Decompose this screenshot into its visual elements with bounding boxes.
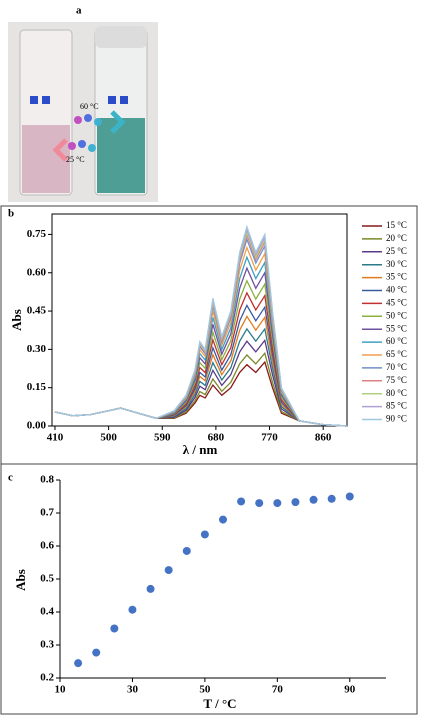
x-axis-label: λ / nm [183,442,218,457]
legend-label: 65 °C [386,349,407,359]
y-tick-label: 0.00 [27,420,47,432]
y-axis-label: Abs [9,309,24,331]
legend-label: 50 °C [386,310,407,320]
series-line [54,315,348,427]
legend-label: 90 °C [386,414,407,424]
y-tick-label: 0.45 [27,305,47,317]
series-line [54,224,348,427]
legend-label: 15 °C [386,220,407,230]
panel-label: c [8,472,13,484]
x-tick-label: 30 [127,684,139,696]
point [128,605,137,614]
marker [108,96,116,104]
series-line [54,360,348,427]
panel-label: b [8,208,14,220]
y-tick-label: 0.30 [27,343,47,355]
arrow [52,138,68,162]
marker [30,96,38,104]
legend-label: 70 °C [386,362,407,372]
series-line [54,279,348,427]
x-tick-label: 770 [261,432,278,444]
point [255,499,264,508]
point [273,499,282,508]
series-line [54,232,348,427]
plot-frame [51,213,348,427]
y-axis-label: Abs [13,569,28,591]
point [237,497,246,506]
series-line [54,303,348,427]
x-tick-label: 50 [199,684,211,696]
x-tick-label: 680 [208,432,225,444]
point [309,495,318,504]
annotation: 60 °C [80,102,99,111]
point [219,515,227,524]
point [291,498,300,507]
y-tick-label: 0.75 [27,228,47,240]
legend-label: 75 °C [386,375,407,385]
y-tick-label: 0.2 [40,672,54,684]
x-tick-label: 10 [55,684,67,696]
point [182,546,191,555]
point [164,566,173,575]
series-line [54,230,348,427]
x-tick-label: 500 [100,432,117,444]
point [327,494,336,503]
point [345,492,354,501]
legend-label: 45 °C [386,297,407,307]
legend-label: 35 °C [386,272,407,282]
x-tick-label: 590 [154,432,171,444]
legend-label: 30 °C [386,259,407,269]
x-tick-label: 70 [272,684,284,696]
y-tick-label: 0.4 [40,606,54,618]
arrow [110,110,126,134]
legend-label: 55 °C [386,323,407,333]
x-tick-label: 860 [315,432,332,444]
point [74,659,83,668]
point [92,648,101,657]
panel-label: a [76,5,82,17]
liquid [97,118,145,193]
photo: 60 °C 25 °C [8,22,158,202]
series-line [54,255,348,427]
series-line [54,237,348,427]
y-tick-label: 0.5 [40,573,54,585]
point [146,584,155,593]
panel-frame [0,463,418,715]
legend-label: 85 °C [386,401,407,411]
y-tick-label: 0.6 [40,540,54,552]
y-tick-label: 0.7 [40,507,54,519]
legend-label: 25 °C [386,246,407,256]
y-tick-label: 0.3 [40,639,54,651]
annotation: 25 °C [66,155,85,164]
legend-label: 60 °C [386,336,407,346]
y-tick-label: 0.15 [27,381,47,393]
cap [95,26,147,48]
point [200,530,209,539]
legend-label: 20 °C [386,233,407,243]
marker [120,96,128,104]
x-tick-label: 90 [344,684,356,696]
point [110,624,119,633]
legend-label: 40 °C [386,285,407,295]
y-tick-label: 0.60 [27,266,47,278]
y-tick-label: 0.8 [40,474,54,486]
legend-label: 80 °C [386,388,407,398]
x-axis-label: T / °C [203,696,236,711]
series-line [54,245,348,427]
marker [42,96,50,104]
x-tick-label: 410 [47,432,64,444]
molecules [68,114,102,152]
